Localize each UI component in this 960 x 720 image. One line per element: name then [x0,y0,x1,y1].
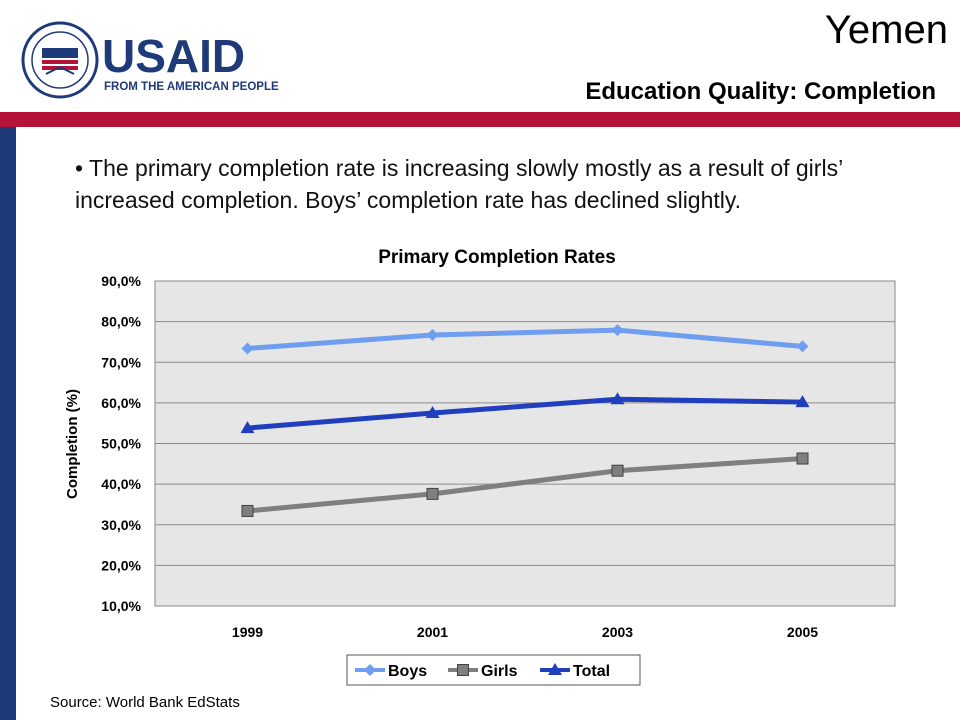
usaid-tagline: FROM THE AMERICAN PEOPLE [104,81,279,93]
data-point-total [240,421,255,434]
data-point-boys [426,329,439,342]
data-point-boys [796,340,809,353]
y-tick-label: 80,0% [101,314,141,330]
usaid-logo: USAID FROM THE AMERICAN PEOPLE [21,21,279,99]
data-point-girls [426,487,439,500]
usaid-seal-icon [21,21,99,99]
y-axis-label: Completion (%) [64,389,81,499]
series-line-total [247,396,803,431]
x-tick-label: 2001 [417,624,448,640]
data-point-total [795,395,810,408]
data-point-total [425,406,440,419]
x-tick-label: 2003 [602,624,633,640]
y-tick-label: 20,0% [101,557,141,573]
data-point-girls [796,452,809,465]
legend-swatch-marker [457,664,469,676]
data-point-total [610,392,625,405]
series-boys [241,324,809,355]
header-stripe [0,112,960,127]
y-tick-label: 10,0% [101,598,141,614]
legend-swatch-marker [364,664,376,676]
slide-subtitle: Education Quality: Completion [585,78,936,105]
legend-label: Total [573,663,610,680]
legend-label: Boys [388,663,427,680]
left-accent-bar [0,127,16,720]
data-point-girls [241,504,254,517]
chart-legend: Boys Girls Total [346,654,641,686]
data-point-boys [611,324,624,337]
source-note: Source: World Bank EdStats [50,694,240,711]
series-girls [241,452,809,517]
series-line-girls [247,456,803,514]
x-tick-label: 1999 [232,624,263,640]
usaid-wordmark: USAID [102,30,245,82]
chart-title: Primary Completion Rates [378,247,616,268]
y-tick-label: 70,0% [101,354,141,370]
series-total [240,392,810,434]
y-tick-label: 30,0% [101,517,141,533]
x-tick-label: 2005 [787,624,818,640]
country-title: Yemen [824,8,948,52]
legend-swatch-marker [548,663,562,675]
series-line-boys [247,327,803,351]
summary-bullet: • The primary completion rate is increas… [75,155,843,213]
y-tick-label: 50,0% [101,436,141,452]
legend-item-girls: Girls [448,663,518,680]
legend-item-boys: Boys [355,663,427,680]
data-point-boys [241,342,254,355]
legend-item-total: Total [540,663,610,680]
y-tick-label: 40,0% [101,476,141,492]
y-tick-label: 60,0% [101,395,141,411]
data-point-girls [611,464,624,477]
legend-label: Girls [481,663,518,680]
y-tick-label: 90,0% [101,273,141,289]
